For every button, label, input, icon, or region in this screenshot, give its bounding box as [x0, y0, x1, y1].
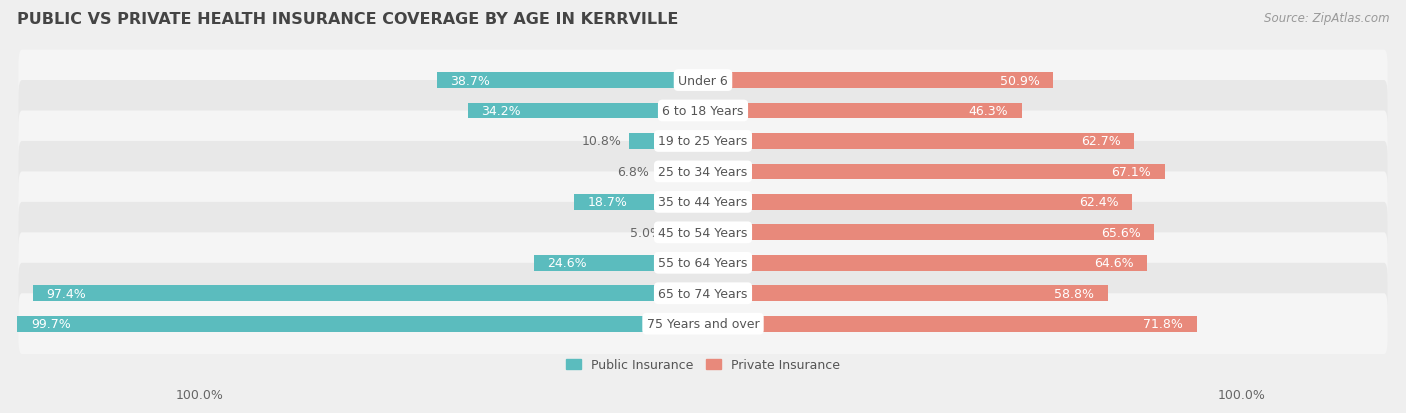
FancyBboxPatch shape [18, 202, 1388, 263]
Text: 67.1%: 67.1% [1111, 166, 1152, 178]
FancyBboxPatch shape [18, 142, 1388, 202]
Text: 34.2%: 34.2% [481, 105, 522, 118]
Text: 18.7%: 18.7% [588, 196, 628, 209]
Text: 55 to 64 Years: 55 to 64 Years [658, 256, 748, 270]
FancyBboxPatch shape [18, 81, 1388, 142]
Text: 62.7%: 62.7% [1081, 135, 1121, 148]
Bar [703, 286, 1108, 301]
Bar [703, 103, 1022, 119]
Text: Source: ZipAtlas.com: Source: ZipAtlas.com [1264, 12, 1389, 25]
Bar [17, 316, 703, 332]
Bar [468, 103, 703, 119]
Text: 6 to 18 Years: 6 to 18 Years [662, 105, 744, 118]
Text: 25 to 34 Years: 25 to 34 Years [658, 166, 748, 178]
Text: 58.8%: 58.8% [1053, 287, 1094, 300]
Bar [703, 73, 1053, 89]
Text: 5.0%: 5.0% [630, 226, 662, 239]
FancyBboxPatch shape [18, 263, 1388, 324]
Bar [703, 255, 1147, 271]
FancyBboxPatch shape [18, 233, 1388, 294]
Legend: Public Insurance, Private Insurance: Public Insurance, Private Insurance [567, 358, 839, 371]
Text: 10.8%: 10.8% [582, 135, 621, 148]
Text: Under 6: Under 6 [678, 74, 728, 87]
FancyBboxPatch shape [18, 294, 1388, 354]
Text: PUBLIC VS PRIVATE HEALTH INSURANCE COVERAGE BY AGE IN KERRVILLE: PUBLIC VS PRIVATE HEALTH INSURANCE COVER… [17, 12, 678, 27]
Text: 35 to 44 Years: 35 to 44 Years [658, 196, 748, 209]
Text: 62.4%: 62.4% [1078, 196, 1119, 209]
Text: 75 Years and over: 75 Years and over [647, 318, 759, 330]
Bar [534, 255, 703, 271]
Text: 100.0%: 100.0% [1218, 388, 1265, 401]
Text: 100.0%: 100.0% [176, 388, 224, 401]
FancyBboxPatch shape [18, 50, 1388, 111]
FancyBboxPatch shape [18, 111, 1388, 172]
Text: 38.7%: 38.7% [450, 74, 491, 87]
Bar [657, 164, 703, 180]
Text: 6.8%: 6.8% [617, 166, 650, 178]
Text: 24.6%: 24.6% [547, 256, 588, 270]
Text: 65 to 74 Years: 65 to 74 Years [658, 287, 748, 300]
Text: 19 to 25 Years: 19 to 25 Years [658, 135, 748, 148]
Text: 46.3%: 46.3% [969, 105, 1008, 118]
Bar [703, 164, 1164, 180]
Bar [574, 195, 703, 210]
Bar [703, 316, 1197, 332]
Bar [32, 286, 703, 301]
Bar [437, 73, 703, 89]
Bar [703, 134, 1135, 150]
Text: 71.8%: 71.8% [1143, 318, 1184, 330]
Text: 45 to 54 Years: 45 to 54 Years [658, 226, 748, 239]
Bar [628, 134, 703, 150]
Text: 64.6%: 64.6% [1094, 256, 1133, 270]
Text: 97.4%: 97.4% [46, 287, 86, 300]
Bar [703, 195, 1132, 210]
Text: 50.9%: 50.9% [1000, 74, 1039, 87]
Text: 65.6%: 65.6% [1101, 226, 1140, 239]
Bar [703, 225, 1154, 241]
Text: 99.7%: 99.7% [31, 318, 70, 330]
Bar [669, 225, 703, 241]
FancyBboxPatch shape [18, 172, 1388, 233]
